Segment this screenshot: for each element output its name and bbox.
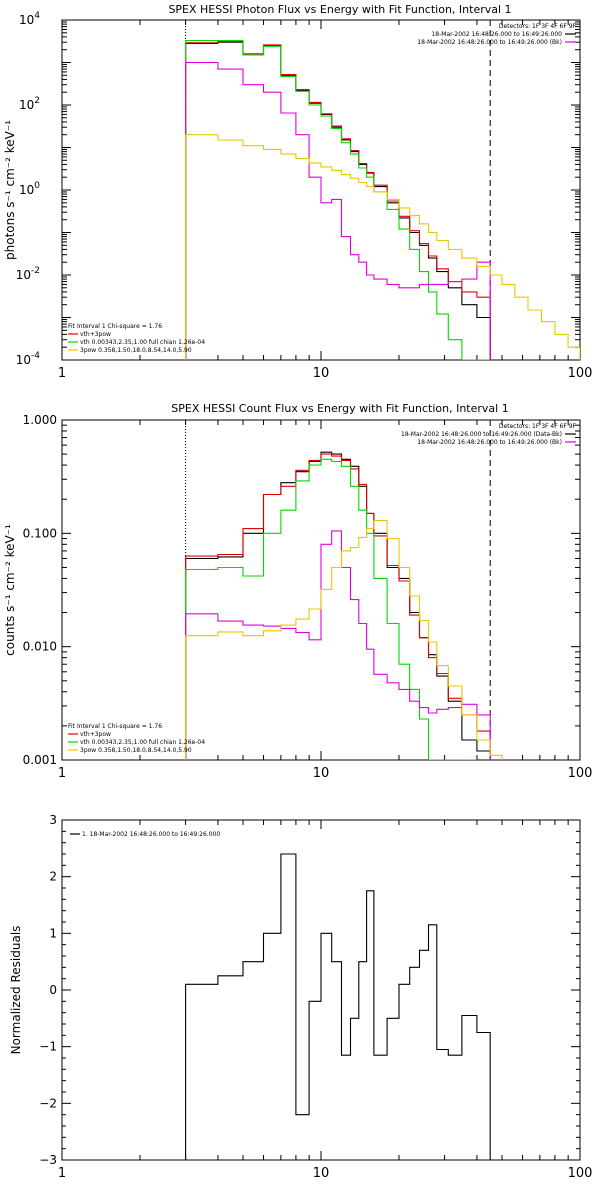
y-tick-label: 104: [19, 11, 40, 27]
legend-entry: Detectors: 1F 3F 4F 6F 9F: [499, 423, 577, 430]
y-tick-label: −1: [39, 1040, 57, 1054]
series-green: [185, 39, 491, 360]
series-black: [185, 853, 491, 1160]
x-tick-label: 1: [58, 766, 66, 781]
residuals-panel: Normalized Residuals 1 10 100 −3 −2 −1 0 1 2 3 1. …: [9, 813, 592, 1181]
legend-entry: vth 0.00343,2.35,1.00 full chian 1.26e-0…: [80, 739, 205, 746]
y-tick-label: 0: [49, 983, 57, 997]
y-tick-label: 3: [49, 813, 57, 827]
residuals-y-axis-label: Normalized Residuals: [9, 926, 23, 1055]
photon-flux-panel: SPEX HESSI Photon Flux vs Energy with Fi…: [3, 3, 592, 381]
x-tick-label: 100: [568, 366, 593, 381]
y-tick-label: 0.010: [23, 640, 57, 654]
y-tick-label: 1: [49, 926, 57, 940]
y-tick-label: 0.100: [23, 526, 57, 540]
series-black: [185, 41, 491, 360]
y-tick-label: 10-2: [16, 266, 40, 282]
residuals-plot-area: 1 10 100 −3 −2 −1 0 1 2 3 1. 18-Mar-2002 16:48:26.…: [39, 813, 592, 1181]
legend-entry: 1. 18-Mar-2002 16:48:26.000 to 16:49:26.…: [82, 831, 220, 838]
legend-entry: 3pow 0.358,1.50,18.0,8.54,14.0,5.90: [80, 747, 192, 754]
series-yellow: [185, 134, 580, 360]
legend-entry: vth+3pow: [80, 731, 111, 738]
series-magenta: [185, 61, 491, 360]
x-tick-label: 100: [568, 1166, 593, 1181]
legend-entry: vth 0.00343,2.35,1.00 full chian 1.26e-0…: [80, 339, 205, 346]
y-tick-label: 10-4: [16, 351, 41, 367]
y-tick-label: 1.000: [23, 413, 57, 427]
y-tick-label: 100: [19, 181, 40, 197]
legend-entry: 18-Mar-2002 16:48:26.000 to 16:49:26.000…: [417, 39, 562, 46]
x-tick-label: 1: [58, 1166, 66, 1181]
photon-y-axis-label: photons s⁻¹ cm⁻² keV⁻¹: [3, 120, 17, 260]
series-green: [185, 458, 477, 760]
y-tick-label: 0.001: [23, 753, 57, 767]
x-tick-label: 1: [58, 366, 66, 381]
legend-entry: 3pow 0.358,1.50,18.0,8.54,14.0,5.90: [80, 347, 192, 354]
legend-entry: vth+3pow: [80, 331, 111, 338]
legend-entry: Fit Interval 1 Chi-square = 1.76: [68, 723, 162, 730]
legend-entry: 18-Mar-2002 16:48:26.000 to 16:49:26.000…: [417, 439, 562, 446]
x-tick-label: 10: [313, 1166, 330, 1181]
count-chart-title: SPEX HESSI Count Flux vs Energy with Fit…: [171, 402, 508, 415]
x-tick-label: 10: [313, 366, 330, 381]
series-red: [185, 41, 491, 360]
y-tick-label: −2: [39, 1096, 57, 1110]
photon-chart-title: SPEX HESSI Photon Flux vs Energy with Fi…: [168, 3, 511, 16]
count-flux-panel: SPEX HESSI Count Flux vs Energy with Fit…: [3, 402, 592, 781]
x-tick-label: 100: [568, 766, 593, 781]
series-yellow: [185, 519, 503, 760]
series-black: [185, 451, 502, 760]
y-tick-label: −3: [39, 1153, 57, 1167]
count-y-axis-label: counts s⁻¹ cm⁻² keV⁻¹: [3, 524, 17, 656]
x-tick-label: 10: [313, 766, 330, 781]
legend-entry: 18-Mar-2002 16:48:26.000 to 16:49:26.000: [431, 31, 562, 38]
legend-entry: 18-Mar-2002 16:48:26.000 to 16:49:26.000…: [401, 431, 562, 438]
photon-plot-area: 1 10 100 10-4 10-2 100 102 104 Detectors: 1F 3F …: [16, 11, 593, 381]
legend-entry: Fit Interval 1 Chi-square = 1.76: [68, 323, 162, 330]
y-tick-label: 102: [19, 96, 40, 112]
legend-entry: Detectors: 1F 3F 4F 6F 9F: [499, 23, 577, 30]
count-plot-area: 1 10 100 0.001 0.010 0.100 1.000 Detectors: 1F …: [23, 413, 593, 781]
y-tick-label: 2: [49, 870, 57, 884]
series-red: [185, 453, 491, 760]
series-magenta: [185, 530, 491, 760]
